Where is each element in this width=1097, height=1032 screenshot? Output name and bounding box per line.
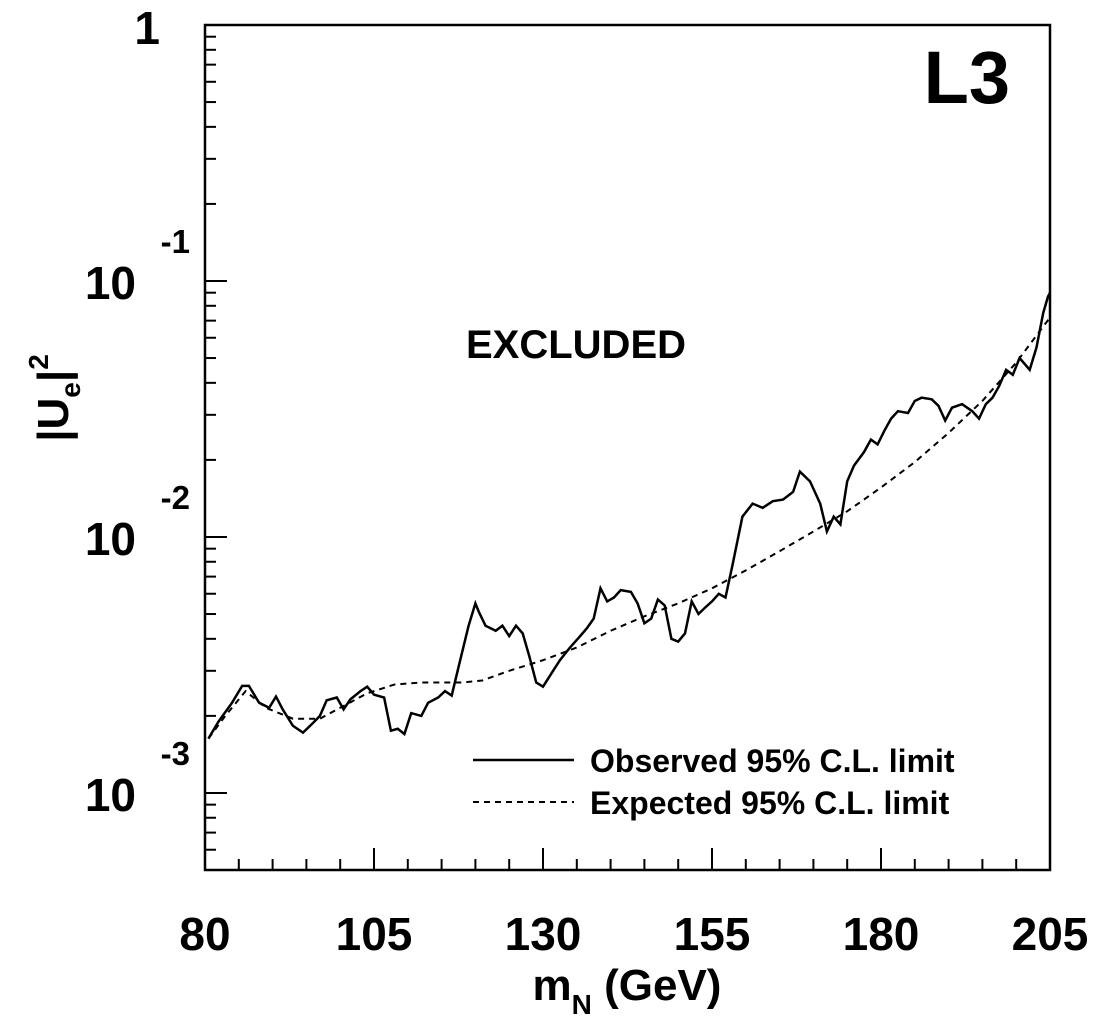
y-axis-title-sup: 2 <box>23 354 54 370</box>
y-axis-ticks <box>205 25 227 870</box>
y-tick-exponent: -2 <box>161 479 190 516</box>
experiment-label: L3 <box>924 36 1010 119</box>
x-tick-label: 205 <box>1012 908 1089 960</box>
y-tick-label: 10 <box>85 769 136 821</box>
y-tick-label: 10 <box>85 513 136 565</box>
excluded-annotation: EXCLUDED <box>466 323 686 367</box>
y-tick-exponent: -1 <box>161 223 190 260</box>
x-tick-label: 180 <box>843 908 920 960</box>
y-tick-label: 10 <box>85 257 136 309</box>
x-axis-tick-labels: 80 105 130 155 180 205 <box>179 908 1088 960</box>
x-tick-label: 105 <box>336 908 413 960</box>
x-tick-label: 130 <box>505 908 582 960</box>
y-axis-title-right: | <box>29 370 79 382</box>
series-expected-line <box>208 25 1097 739</box>
x-axis-ticks <box>205 848 1050 870</box>
y-tick-exponent: -3 <box>161 735 190 772</box>
x-axis-title-main: m <box>533 961 572 1010</box>
y-axis-title-sub: e <box>55 382 86 398</box>
legend-observed-label: Observed 95% C.L. limit <box>590 743 955 779</box>
series-observed-line <box>208 25 1097 739</box>
x-tick-label: 80 <box>179 908 230 960</box>
x-axis-title-rest: (GeV) <box>592 961 722 1010</box>
y-axis-title: |Ue|2 <box>23 354 86 442</box>
x-axis-title-sub: N <box>572 989 592 1020</box>
x-axis-title: mN (GeV) <box>533 961 722 1020</box>
y-axis-title-left: |U <box>29 398 79 442</box>
x-tick-label: 155 <box>674 908 751 960</box>
legend: Observed 95% C.L. limit Expected 95% C.L… <box>473 743 955 821</box>
legend-expected-label: Expected 95% C.L. limit <box>590 785 950 821</box>
y-tick-label: 1 <box>134 2 160 54</box>
y-axis-tick-labels: 10 -3 10 -2 10 -1 1 <box>85 2 190 821</box>
